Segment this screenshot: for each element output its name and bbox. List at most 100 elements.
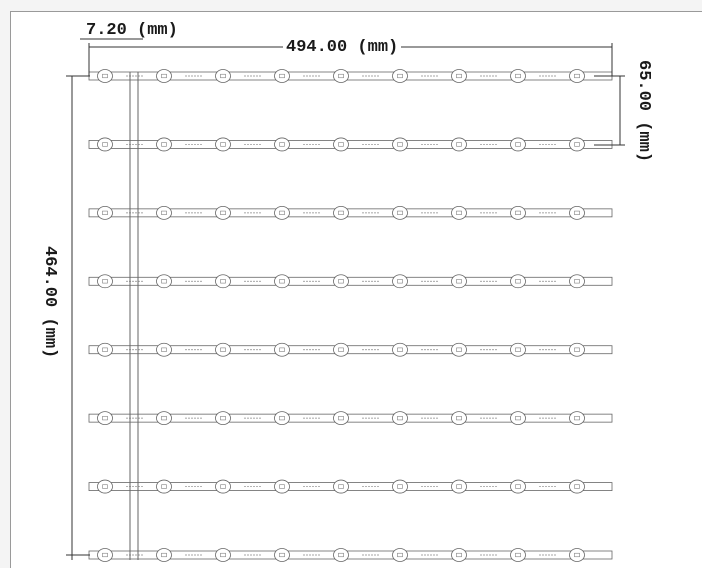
led-pad [97,274,113,289]
led-chip [574,73,580,79]
led-chip [397,552,403,558]
led-chip [220,552,226,558]
led-chip [279,279,285,284]
led-chip [456,73,462,79]
led-chip [102,142,108,147]
led-chip [338,73,344,79]
led-chip [161,279,167,284]
led-pad [333,479,349,494]
led-chip [574,347,580,352]
led-chip [574,142,580,147]
led-chip [102,552,108,558]
led-chip [574,279,580,284]
strip-height-dimension-label: 65.00 (mm) [634,60,653,163]
led-pad [156,137,172,152]
led-pad [569,479,585,494]
led-pad [510,274,526,289]
led-chip [161,142,167,147]
drawing-frame [10,11,702,568]
led-pad [451,205,467,220]
led-pad [97,548,113,562]
width-dimension-label: 494.00 (mm) [283,39,402,56]
led-pad [215,479,231,494]
led-chip [397,210,403,215]
led-pad [333,274,349,289]
led-chip [515,552,521,558]
led-pad [97,69,113,83]
led-chip [515,279,521,284]
led-chip [220,484,226,489]
led-pad [510,479,526,494]
led-chip [515,73,521,79]
led-strip [88,205,613,220]
led-pad [274,137,290,152]
led-pad [569,411,585,426]
led-pad [97,411,113,426]
led-chip [102,210,108,215]
led-pad [333,342,349,357]
led-chip [220,279,226,284]
led-chip [397,142,403,147]
led-chip [279,73,285,79]
led-pad [156,411,172,426]
led-pad [215,411,231,426]
led-pad [97,137,113,152]
led-pad [510,411,526,426]
led-pad [215,205,231,220]
led-chip [279,210,285,215]
led-chip [102,484,108,489]
led-strip [88,548,613,562]
led-chip [338,484,344,489]
led-pad [97,205,113,220]
led-pad [274,205,290,220]
led-chip [220,347,226,352]
strip-outline [88,140,613,149]
led-chip [102,416,108,421]
led-pad [392,137,408,152]
led-pad [274,342,290,357]
led-chip [515,484,521,489]
led-pad [333,69,349,83]
led-pad [392,342,408,357]
led-chip [456,552,462,558]
led-pad [392,69,408,83]
led-chip [515,210,521,215]
total-height-dimension-label: 464.00 (mm) [40,246,59,359]
led-pad [451,411,467,426]
led-pad [392,205,408,220]
led-pad [156,342,172,357]
led-pad [569,548,585,562]
led-chip [397,347,403,352]
led-chip [102,347,108,352]
led-pad [569,69,585,83]
led-pad [451,479,467,494]
led-pad [156,69,172,83]
led-pad [392,479,408,494]
led-pad [510,69,526,83]
led-chip [574,210,580,215]
led-pad [215,342,231,357]
led-chip [574,552,580,558]
led-pad [392,548,408,562]
led-pad [215,274,231,289]
led-chip [220,142,226,147]
led-pad [156,274,172,289]
led-chip [397,73,403,79]
led-pad [569,205,585,220]
led-chip [161,73,167,79]
led-chip [279,142,285,147]
led-chip [397,416,403,421]
led-chip [574,484,580,489]
led-pad [451,137,467,152]
strip-outline [88,208,613,218]
led-chip [574,416,580,421]
strip-outline [88,345,613,355]
led-chip [397,484,403,489]
led-chip [102,279,108,284]
led-strip [88,411,613,426]
led-pad [451,69,467,83]
led-chip [397,279,403,284]
led-chip [338,347,344,352]
led-pad [510,137,526,152]
